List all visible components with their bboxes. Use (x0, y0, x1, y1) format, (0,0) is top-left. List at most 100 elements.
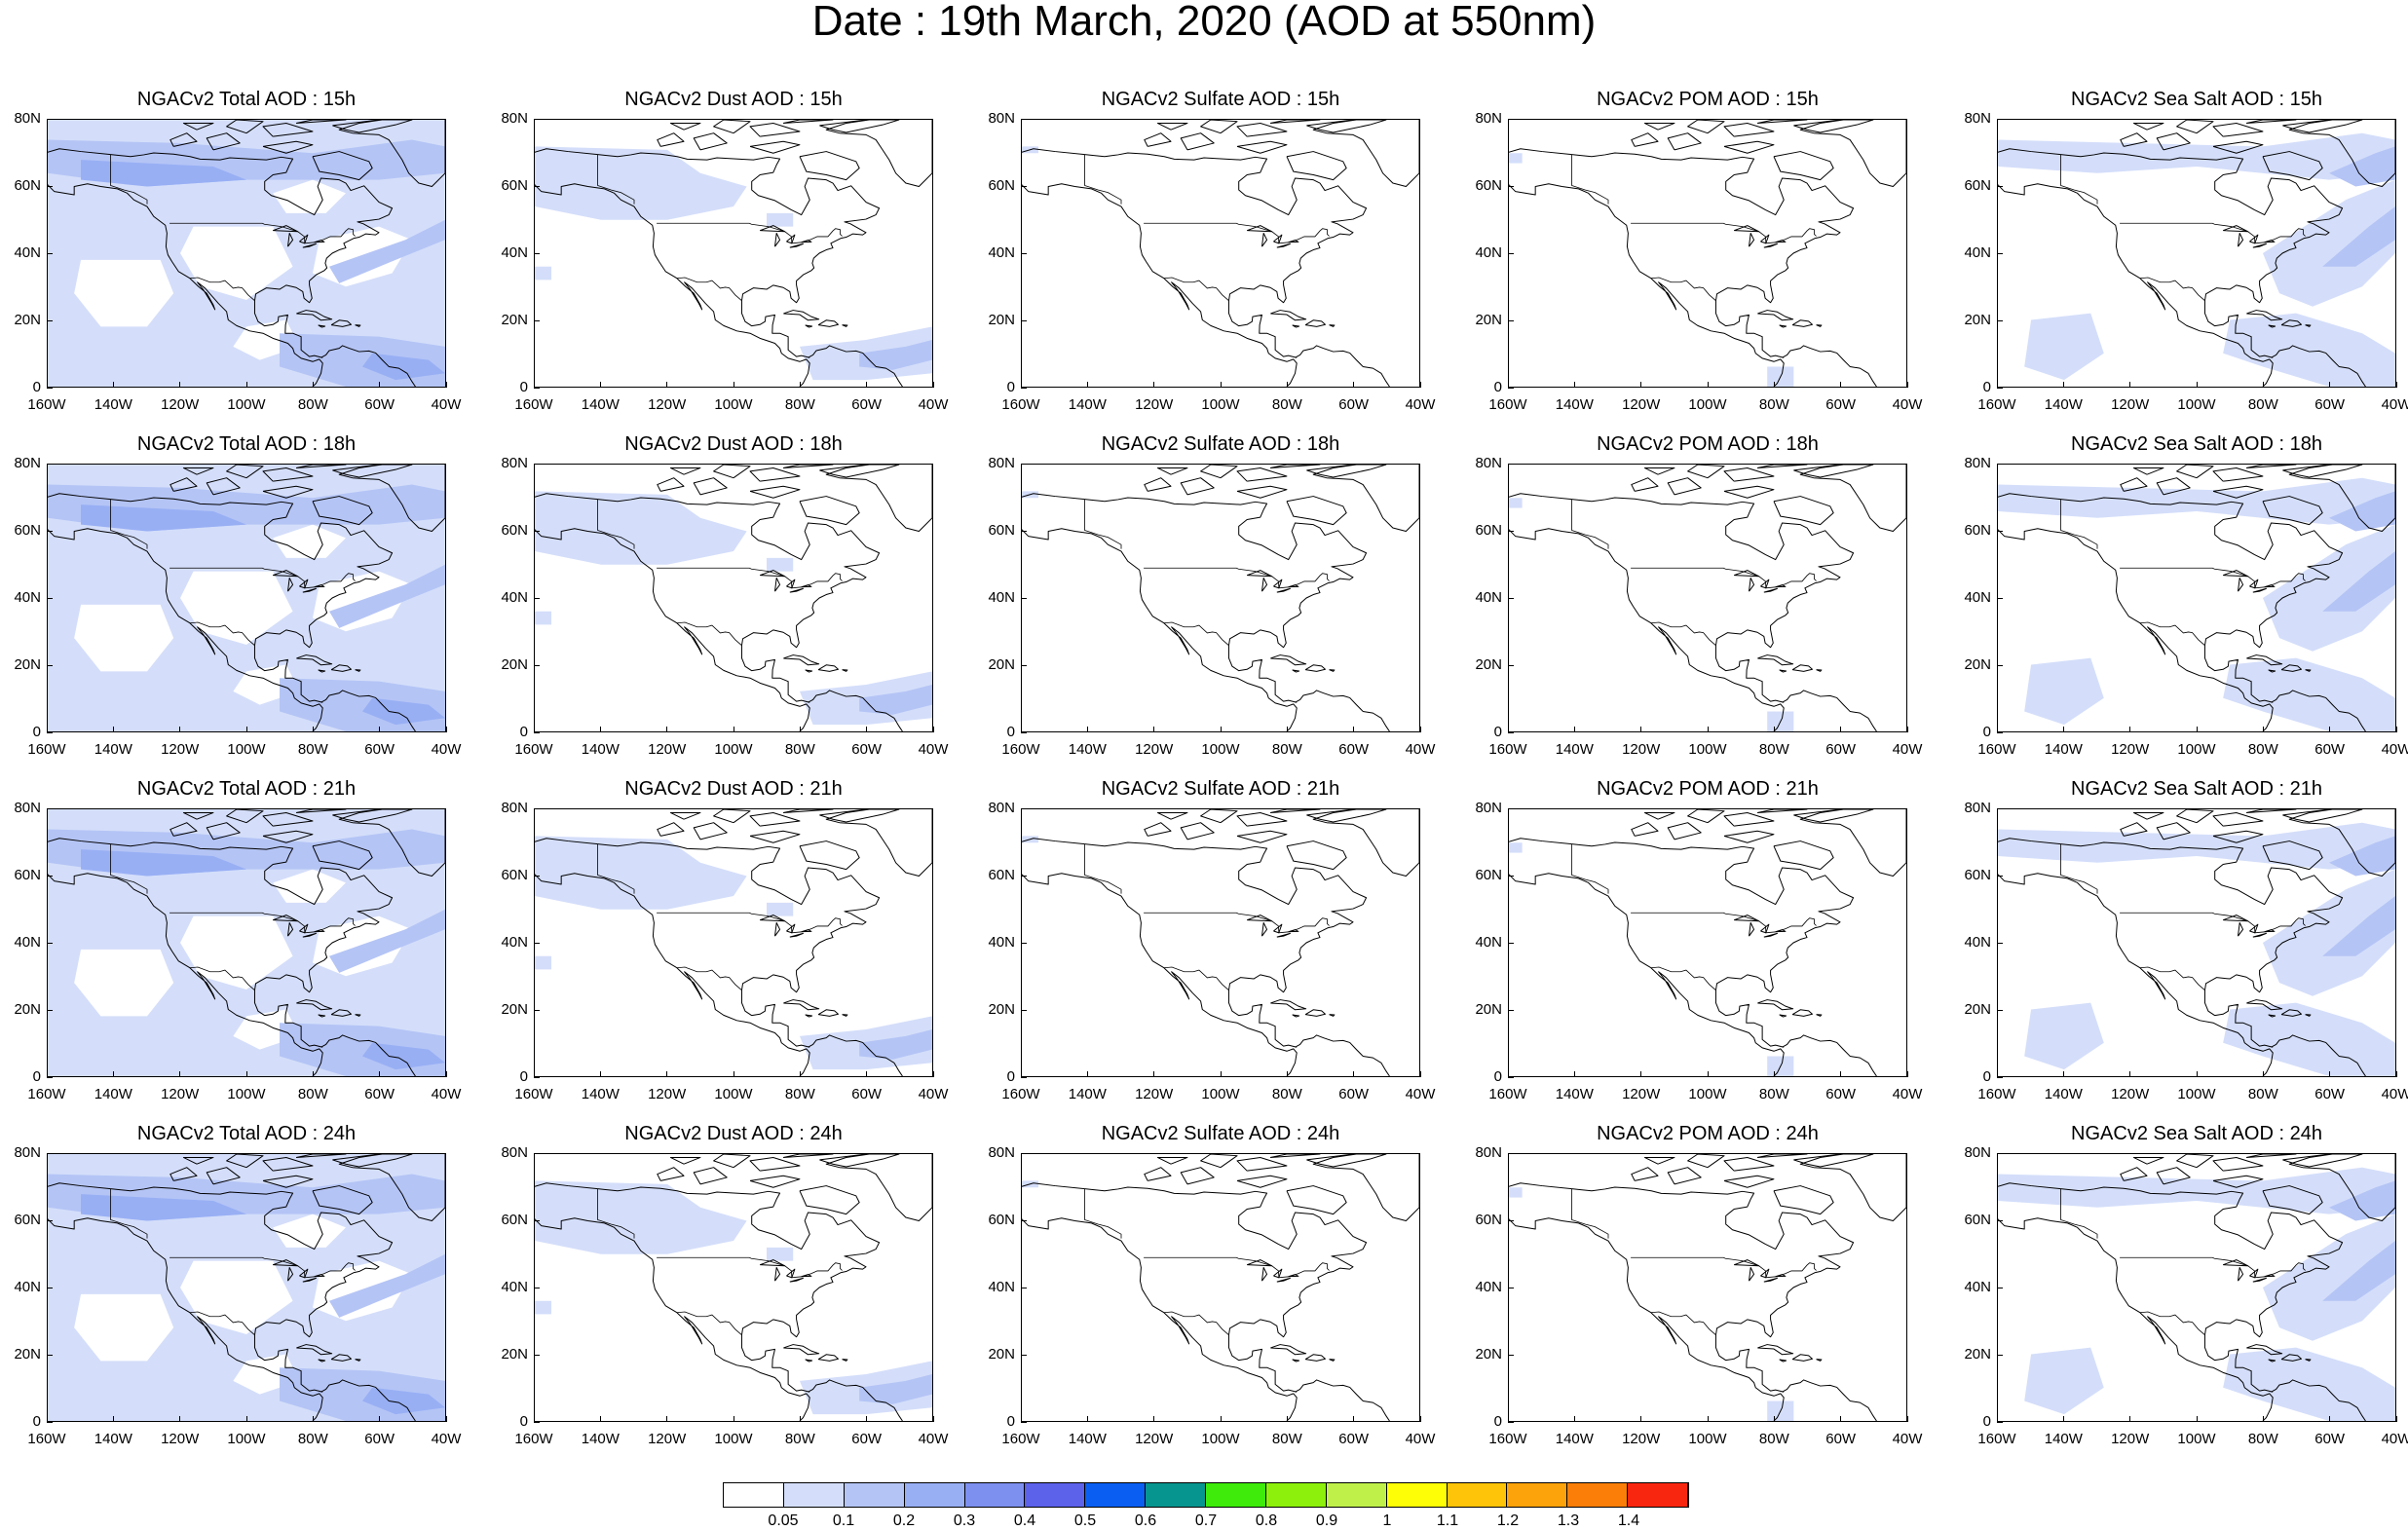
lon-tick (312, 382, 314, 388)
lon-tick (46, 1071, 48, 1077)
colorbar-swatch (1567, 1483, 1629, 1507)
lon-tick (312, 1071, 314, 1077)
lon-tick (2062, 1071, 2064, 1077)
lon-tick-label: 100W (1201, 741, 1240, 758)
lon-tick-label: 160W (27, 396, 66, 413)
lon-tick-label: 120W (2111, 741, 2150, 758)
colorbar-swatch (1386, 1483, 1448, 1507)
lat-tick (1021, 1076, 1027, 1078)
lon-tick-label: 120W (648, 1086, 687, 1102)
map-panel: NGACv2 Sulfate AOD : 18h 80N 60N 40N 20N 0 160… (970, 432, 1475, 762)
lon-tick (1640, 1416, 1642, 1422)
lat-tick (1997, 1219, 2003, 1221)
lon-tick (1020, 727, 1022, 732)
lat-tick-label: 40N (1964, 1279, 1991, 1295)
lat-tick-label: 80N (1475, 110, 1502, 127)
lat-tick (47, 319, 53, 321)
lat-tick-label: 80N (1964, 1144, 1991, 1161)
lat-tick-label: 0 (1982, 724, 1991, 740)
map-frame (1997, 1153, 2396, 1422)
lat-tick-label: 60N (1475, 867, 1502, 883)
lon-tick-label: 140W (1555, 1431, 1594, 1447)
lon-tick (799, 1071, 801, 1077)
lat-tick-label: 0 (1982, 1413, 1991, 1430)
lon-tick-label: 120W (2111, 1086, 2150, 1102)
lon-tick (533, 1071, 535, 1077)
lon-tick-label: 40W (918, 1431, 949, 1447)
lon-tick-label: 60W (1825, 1431, 1857, 1447)
colorbar-label: 1.4 (1617, 1512, 1640, 1529)
lon-tick-label: 60W (1338, 396, 1370, 413)
lon-tick-label: 100W (714, 396, 753, 413)
lat-tick-label: 0 (1006, 724, 1015, 740)
lat-tick (1508, 731, 1514, 733)
lon-tick (2129, 1416, 2131, 1422)
panel-title: NGACv2 Sea Salt AOD : 24h (2071, 1123, 2322, 1144)
colorbar-swatch (1447, 1483, 1508, 1507)
lon-tick (1419, 1416, 1421, 1422)
lat-tick (1021, 463, 1027, 465)
lat-tick-label: 20N (1475, 1001, 1502, 1018)
lon-tick (379, 1416, 381, 1422)
lon-tick (1840, 727, 1842, 732)
lat-tick-label: 0 (1982, 379, 1991, 395)
lon-tick-label: 40W (1405, 396, 1436, 413)
lat-tick-label: 0 (32, 379, 41, 395)
lon-tick-label: 160W (27, 1086, 66, 1102)
lat-tick (1997, 942, 2003, 944)
lon-tick-label: 160W (1488, 1086, 1527, 1102)
lon-tick-label: 80W (1758, 1086, 1789, 1102)
lat-tick-label: 20N (1475, 1346, 1502, 1363)
lon-tick-label: 60W (1825, 396, 1857, 413)
lat-tick (534, 1152, 540, 1154)
panel-title: NGACv2 Sulfate AOD : 15h (1101, 89, 1340, 110)
lon-tick-label: 80W (784, 741, 815, 758)
lon-tick-label: 140W (1555, 741, 1594, 758)
colorbar-swatch (1146, 1483, 1206, 1507)
lon-tick (1153, 382, 1155, 388)
lat-tick-label: 0 (32, 1413, 41, 1430)
lat-tick (1508, 530, 1514, 532)
lat-tick-label: 20N (14, 656, 41, 673)
lon-tick (2395, 727, 2397, 732)
lon-tick-label: 60W (364, 396, 395, 413)
lat-tick-label: 20N (988, 1001, 1015, 1018)
lat-tick (534, 463, 540, 465)
map-panel: NGACv2 Total AOD : 15h 80N 60N 40N 20N 0 160W 1… (0, 88, 501, 417)
lon-tick (312, 727, 314, 732)
lon-tick (1353, 1416, 1355, 1422)
lat-tick-label: 80N (1964, 110, 1991, 127)
lat-tick (1021, 875, 1027, 877)
lon-tick-label: 120W (1135, 741, 1174, 758)
lat-tick-label: 40N (501, 589, 528, 606)
lon-tick-label: 140W (1555, 396, 1594, 413)
lon-tick (1286, 1416, 1288, 1422)
lat-tick-label: 80N (14, 800, 41, 816)
lat-tick-label: 40N (988, 934, 1015, 951)
colorbar-label: 0.4 (1013, 1512, 1036, 1529)
colorbar-label: 0.5 (1073, 1512, 1097, 1529)
lon-tick (1906, 382, 1908, 388)
lon-tick-label: 60W (2314, 396, 2346, 413)
lon-tick-label: 40W (431, 1431, 462, 1447)
lat-tick (534, 118, 540, 120)
lat-tick (534, 1009, 540, 1011)
lon-tick-label: 80W (2247, 741, 2278, 758)
lon-tick-label: 40W (1892, 741, 1923, 758)
lat-tick (47, 731, 53, 733)
lat-tick (534, 807, 540, 809)
map-panel: NGACv2 Sulfate AOD : 24h 80N 60N 40N 20N 0 160… (970, 1122, 1475, 1451)
map-frame (1021, 1153, 1420, 1422)
lat-tick (47, 118, 53, 120)
lon-tick-label: 160W (27, 741, 66, 758)
lon-tick (1996, 382, 1998, 388)
lat-tick (1508, 118, 1514, 120)
lat-tick-label: 80N (14, 1144, 41, 1161)
lon-tick-label: 120W (1622, 1086, 1661, 1102)
lat-tick (1997, 664, 2003, 666)
lat-tick (1997, 1152, 2003, 1154)
lat-tick (1021, 1219, 1027, 1221)
lon-tick-label: 100W (1201, 1086, 1240, 1102)
lon-tick-label: 80W (1758, 741, 1789, 758)
lon-tick (2395, 1416, 2397, 1422)
